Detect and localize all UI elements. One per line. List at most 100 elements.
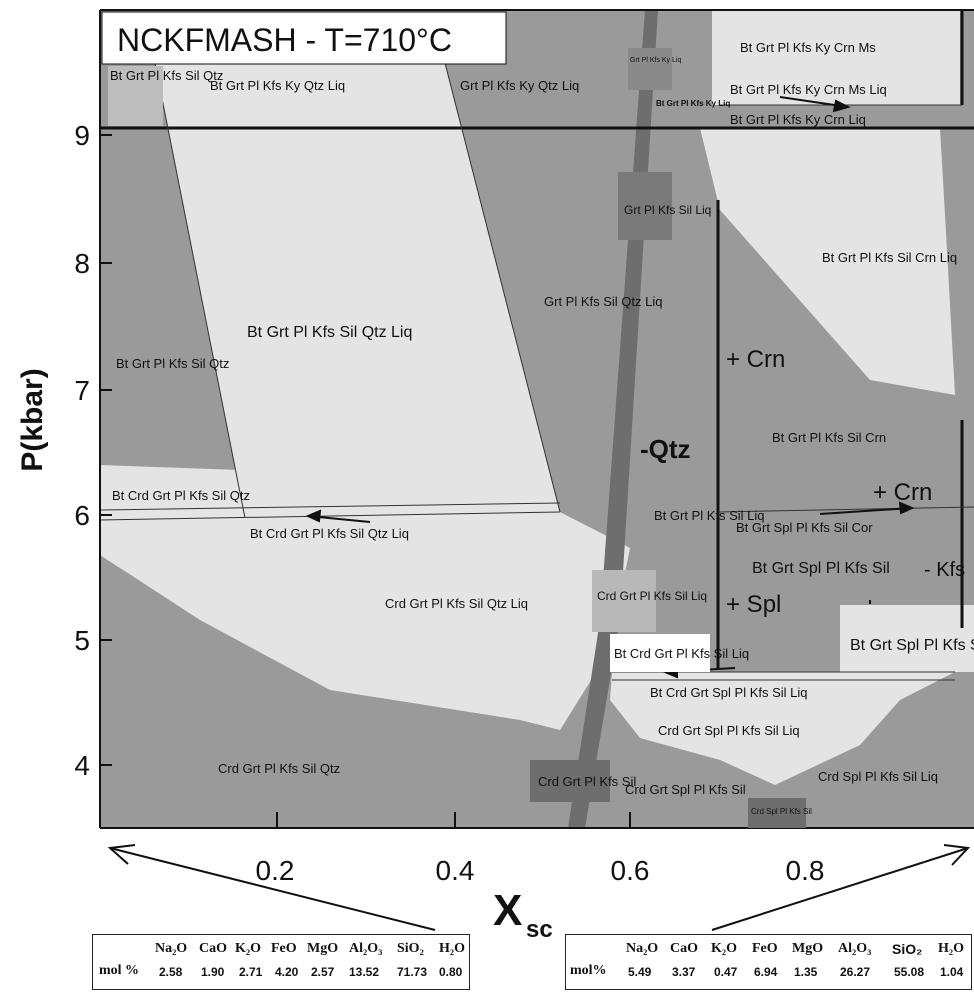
field-bt-grt-pl-kfs-sil-qtz-liq-area xyxy=(155,63,560,518)
plus-crn-annotation: + Crn xyxy=(726,346,785,373)
field-label: Crd Grt Pl Kfs Sil Qtz xyxy=(218,761,340,776)
oxide-header: SiO₂ xyxy=(892,941,923,957)
oxide-value: 26.27 xyxy=(840,965,871,979)
field-label: Grt Pl Kfs Ky Liq xyxy=(630,57,681,64)
field-label: Bt Grt Spl Pl Kfs Sil Cor xyxy=(736,520,873,535)
composition-table-left: Na₂O CaO K₂O FeO MgO Al₂O₃ SiO₂ H₂O mol … xyxy=(92,934,470,990)
oxide-header: CaO xyxy=(670,941,698,956)
field-label: Bt Crd Grt Pl Kfs Sil Liq xyxy=(614,646,749,661)
field-label: Bt Crd Grt Spl Pl Kfs Sil Liq xyxy=(650,685,808,700)
x-tick-label: 0.8 xyxy=(786,855,825,886)
field-crd-spl-liq-area xyxy=(610,672,955,785)
composition-value-row: mol % 2.58 1.90 2.71 4.20 2.57 13.52 71.… xyxy=(93,963,469,983)
oxide-value: 5.49 xyxy=(628,965,652,979)
oxide-value: 6.94 xyxy=(754,965,778,979)
y-tick-label: 8 xyxy=(74,248,90,279)
oxide-value: 13.52 xyxy=(349,965,380,979)
y-tick-label: 9 xyxy=(74,120,90,151)
field-ky-crn-ms-area xyxy=(712,10,960,105)
field-sil-crn-liq-area xyxy=(700,128,955,395)
field-labels: Bt Grt Pl Kfs Sil Qtz Bt Grt Pl Kfs Ky Q… xyxy=(110,40,974,816)
y-tick-label: 6 xyxy=(74,500,90,531)
x-tick-labels: 0.2 0.4 0.6 0.8 xyxy=(256,855,825,886)
oxide-header: CaO xyxy=(199,941,227,956)
field-label: Bt Grt Pl Kfs Sil Qtz xyxy=(116,356,229,371)
field-label: Bt Grt Pl Kfs Sil Qtz xyxy=(110,68,223,83)
field-label: Bt Grt Pl Kfs Ky Crn Ms xyxy=(740,40,876,55)
plus-crn-annotation-2: + Crn xyxy=(873,479,932,506)
oxide-value: 71.73 xyxy=(397,965,428,979)
title-box xyxy=(101,11,507,65)
field-spl-sil-liq-area xyxy=(840,605,974,672)
oxide-header: Na₂O xyxy=(155,941,188,956)
field-label: Crd Grt Pl Kfs Sil xyxy=(538,774,636,789)
oxide-value: 3.37 xyxy=(672,965,696,979)
unit-label: mol% xyxy=(570,963,607,978)
oxide-header: K₂O xyxy=(235,941,261,956)
minus-qtz-annotation: -Qtz xyxy=(640,434,691,464)
composition-header-row: Na₂O CaO K₂O FeO MgO Al₂O₃ SiO₂ H₂O xyxy=(93,941,469,961)
oxide-header: Na₂O xyxy=(626,941,659,956)
label-bg xyxy=(592,570,656,632)
label-bg xyxy=(610,634,710,672)
x-axis-label: X xyxy=(493,886,522,935)
oxide-header: SiO₂ xyxy=(397,941,424,956)
y-tick-label: 7 xyxy=(74,375,90,406)
field-label: Bt Grt Pl Kfs Ky Crn Ms Liq xyxy=(730,82,887,97)
field-label: Bt Grt Pl Kfs Ky Crn Liq xyxy=(730,112,866,127)
oxide-value: 0.47 xyxy=(714,965,738,979)
composition-header-row: Na₂O CaO K₂O FeO MgO Al₂O₃ SiO₂ H₂O xyxy=(566,941,971,961)
field-label: Crd Grt Pl Kfs Sil Liq xyxy=(597,589,707,603)
oxide-header: MgO xyxy=(792,941,824,956)
oxide-value: 2.57 xyxy=(311,965,335,979)
oxide-value: 2.71 xyxy=(239,965,263,979)
label-bg xyxy=(618,172,672,240)
oxide-value: 55.08 xyxy=(894,965,925,979)
oxide-header: FeO xyxy=(752,941,778,956)
oxide-header: Al₂O₃ xyxy=(838,941,872,956)
oxide-header: Al₂O₃ xyxy=(349,941,383,956)
oxide-value: 1.90 xyxy=(201,965,225,979)
x-tick-label: 0.2 xyxy=(256,855,295,886)
field-label: Bt Crd Grt Pl Kfs Sil Qtz Liq xyxy=(250,526,409,541)
field-label: Crd Grt Spl Pl Kfs Sil Liq xyxy=(658,723,800,738)
label-bg xyxy=(628,48,672,90)
x-tick-label: 0.6 xyxy=(611,855,650,886)
field-bt-crd-qtz-area xyxy=(100,465,245,520)
composition-table-right: Na₂O CaO K₂O FeO MgO Al₂O₃ SiO₂ H₂O mol%… xyxy=(565,934,972,990)
field-label: Bt Grt Pl Kfs Sil Crn xyxy=(772,430,886,445)
field-label: Crd Spl Pl Kfs Sil Liq xyxy=(818,769,938,784)
oxide-header: K₂O xyxy=(711,941,737,956)
composition-arrows xyxy=(107,844,971,931)
oxide-value: 1.04 xyxy=(940,965,964,979)
label-bg xyxy=(748,798,806,828)
field-label: Crd Grt Pl Kfs Sil Qtz Liq xyxy=(385,596,528,611)
y-tick-label: 5 xyxy=(74,625,90,656)
y-tick-label: 4 xyxy=(74,750,90,781)
field-label: Bt Crd Grt Pl Kfs Sil Qtz xyxy=(112,488,250,503)
field-label: Bt Grt Pl Kfs Sil Liq xyxy=(654,508,765,523)
field-label: Grt Pl Kfs Sil Liq xyxy=(624,203,711,217)
y-tick-labels: 9 8 7 6 5 4 xyxy=(74,120,90,781)
diagram-title: NCKFMASH - T=710°C xyxy=(117,22,452,58)
field-label: Bt Grt Pl Kfs Sil Crn Liq xyxy=(822,250,957,265)
oxide-header: MgO xyxy=(307,941,339,956)
label-bg xyxy=(108,66,163,126)
field-label: Grt Pl Kfs Sil Qtz Liq xyxy=(544,294,662,309)
composition-value-row: mol% 5.49 3.37 0.47 6.94 1.35 26.27 55.0… xyxy=(566,963,971,983)
field-label: Bt Grt Spl Pl Kfs Sil xyxy=(752,560,890,577)
field-crd-grt-pl-kfs-sil-qtz-liq-area xyxy=(100,512,630,730)
x-axis-label-subscript: sc xyxy=(526,916,553,943)
y-ticks xyxy=(100,134,112,766)
oxide-value: 1.35 xyxy=(794,965,818,979)
oxide-header: FeO xyxy=(271,941,297,956)
oxide-value: 4.20 xyxy=(275,965,299,979)
field-label: Crd Grt Spl Pl Kfs Sil xyxy=(625,782,746,797)
unit-label: mol % xyxy=(99,963,140,978)
x-tick-label: 0.4 xyxy=(436,855,475,886)
oxide-value: 2.58 xyxy=(159,965,183,979)
plus-spl-annotation: + Spl xyxy=(726,591,781,618)
field-label: Bt Grt Pl Kfs Sil Qtz Liq xyxy=(247,324,412,341)
oxide-header: H₂O xyxy=(439,941,465,956)
reaction-lines xyxy=(100,10,974,668)
